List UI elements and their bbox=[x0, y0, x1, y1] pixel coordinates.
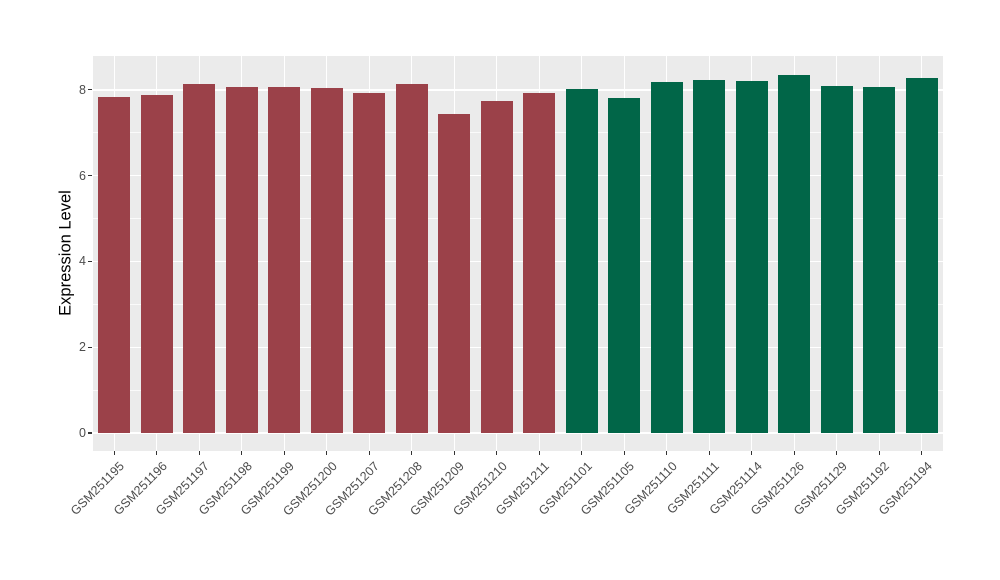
y-tick-label-4: 4 bbox=[79, 254, 86, 269]
bar-GSM251105 bbox=[608, 97, 641, 433]
gridline-minor-y-1 bbox=[93, 389, 943, 391]
bar-GSM251196 bbox=[140, 94, 173, 433]
bar-GSM251111 bbox=[693, 79, 726, 433]
x-tick-mark-GSM251207 bbox=[368, 451, 370, 455]
bar-GSM251114 bbox=[735, 81, 768, 433]
bar-GSM251210 bbox=[480, 101, 513, 433]
bar-GSM251192 bbox=[863, 87, 896, 433]
gridline-major-y-0 bbox=[93, 432, 943, 434]
plot-panel bbox=[93, 56, 943, 451]
y-tick-mark-8 bbox=[88, 89, 92, 91]
y-tick-label-8: 8 bbox=[79, 82, 86, 97]
x-tick-mark-GSM251114 bbox=[751, 451, 753, 455]
x-tick-mark-GSM251198 bbox=[241, 451, 243, 455]
x-tick-mark-GSM251210 bbox=[496, 451, 498, 455]
x-tick-mark-GSM251101 bbox=[581, 451, 583, 455]
bar-GSM251195 bbox=[98, 96, 131, 433]
x-tick-mark-GSM251111 bbox=[708, 451, 710, 455]
x-tick-mark-GSM251208 bbox=[411, 451, 413, 455]
bar-GSM251211 bbox=[523, 92, 556, 433]
bar-GSM251197 bbox=[183, 84, 216, 433]
gridline-major-y-2 bbox=[93, 346, 943, 348]
bar-GSM251129 bbox=[820, 85, 853, 433]
x-tick-mark-GSM251209 bbox=[453, 451, 455, 455]
gridline-major-y-8 bbox=[93, 89, 943, 91]
y-tick-mark-6 bbox=[88, 175, 92, 177]
bar-GSM251110 bbox=[650, 82, 683, 433]
x-tick-mark-GSM251195 bbox=[113, 451, 115, 455]
bar-GSM251126 bbox=[778, 74, 811, 433]
bar-GSM251194 bbox=[905, 77, 938, 433]
bar-GSM251200 bbox=[310, 88, 343, 433]
gridline-major-y-6 bbox=[93, 174, 943, 177]
y-tick-label-0: 0 bbox=[79, 425, 86, 440]
y-tick-mark-4 bbox=[88, 260, 92, 262]
x-tick-mark-GSM251196 bbox=[156, 451, 158, 455]
gridline-major-y-4 bbox=[93, 260, 943, 263]
x-tick-mark-GSM251194 bbox=[921, 451, 923, 455]
y-tick-label-2: 2 bbox=[79, 340, 86, 355]
y-tick-label-6: 6 bbox=[79, 168, 86, 183]
x-tick-mark-GSM251129 bbox=[836, 451, 838, 455]
x-tick-mark-GSM251199 bbox=[283, 451, 285, 455]
bar-GSM251101 bbox=[565, 89, 598, 433]
bar-GSM251199 bbox=[268, 86, 301, 433]
bar-GSM251207 bbox=[353, 93, 386, 433]
y-tick-mark-0 bbox=[88, 432, 92, 434]
x-tick-mark-GSM251126 bbox=[793, 451, 795, 455]
x-tick-mark-GSM251197 bbox=[198, 451, 200, 455]
gridline-minor-y-7 bbox=[93, 132, 943, 134]
y-tick-mark-2 bbox=[88, 346, 92, 348]
bar-GSM251208 bbox=[395, 83, 428, 433]
x-tick-mark-GSM251192 bbox=[878, 451, 880, 455]
gridline-minor-y-5 bbox=[93, 218, 943, 219]
bar-GSM251209 bbox=[438, 114, 471, 433]
x-tick-mark-GSM251200 bbox=[326, 451, 328, 455]
x-tick-mark-GSM251110 bbox=[666, 451, 668, 455]
bar-GSM251198 bbox=[225, 86, 258, 433]
x-tick-mark-GSM251211 bbox=[538, 451, 540, 455]
x-tick-mark-GSM251105 bbox=[623, 451, 625, 455]
gridline-minor-y-3 bbox=[93, 303, 943, 305]
